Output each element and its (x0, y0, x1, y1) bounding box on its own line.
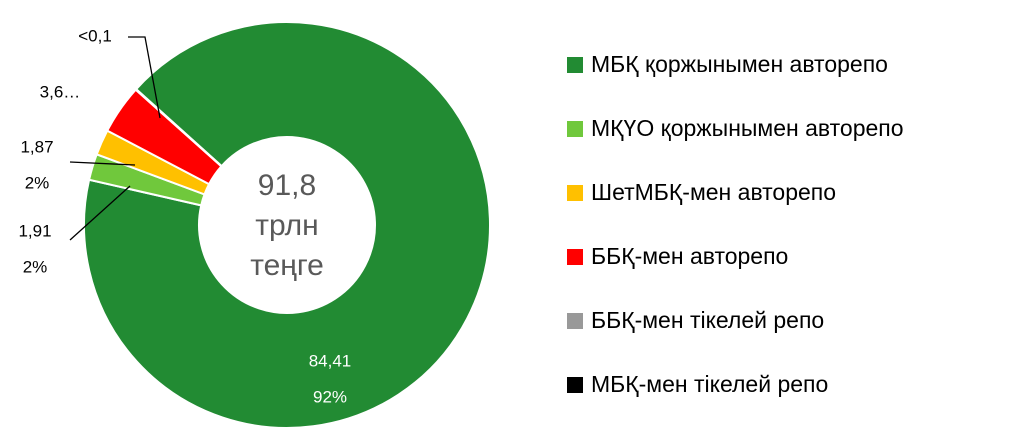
data-label: 1,87 (20, 137, 53, 156)
legend-swatch (567, 121, 583, 137)
legend-label: МБҚ-мен тікелей репо (591, 371, 828, 397)
legend-swatch (567, 57, 583, 73)
center-text: трлн (255, 209, 318, 242)
data-label: 2% (25, 173, 50, 192)
legend-swatch (567, 185, 583, 201)
data-label: 2% (23, 257, 48, 276)
data-label: 1,91 (18, 221, 51, 240)
leader-line (69, 161, 136, 166)
legend-label: ББҚ-мен тікелей репо (591, 307, 824, 333)
slice (83, 21, 491, 429)
data-label: 92% (313, 387, 347, 406)
legend-swatch (567, 313, 583, 329)
legend-label: ШетМБҚ-мен авторепо (591, 179, 836, 205)
data-label: <0,1 (78, 26, 112, 45)
data-label: 3,6… (40, 82, 81, 101)
donut (83, 21, 491, 429)
legend-label: МБҚ қоржынымен авторепо (591, 51, 888, 77)
legend-label: МҚҮО қоржынымен авторепо (591, 115, 904, 141)
legend-label: ББҚ-мен авторепо (591, 243, 788, 269)
center-text: 91,8 (258, 169, 316, 202)
legend-swatch (567, 377, 583, 393)
data-label: 84,41 (309, 351, 352, 370)
legend-swatch (567, 249, 583, 265)
leader-line (128, 36, 161, 119)
leader-line (69, 185, 131, 241)
center-text: теңге (250, 249, 324, 282)
slice (134, 87, 224, 168)
